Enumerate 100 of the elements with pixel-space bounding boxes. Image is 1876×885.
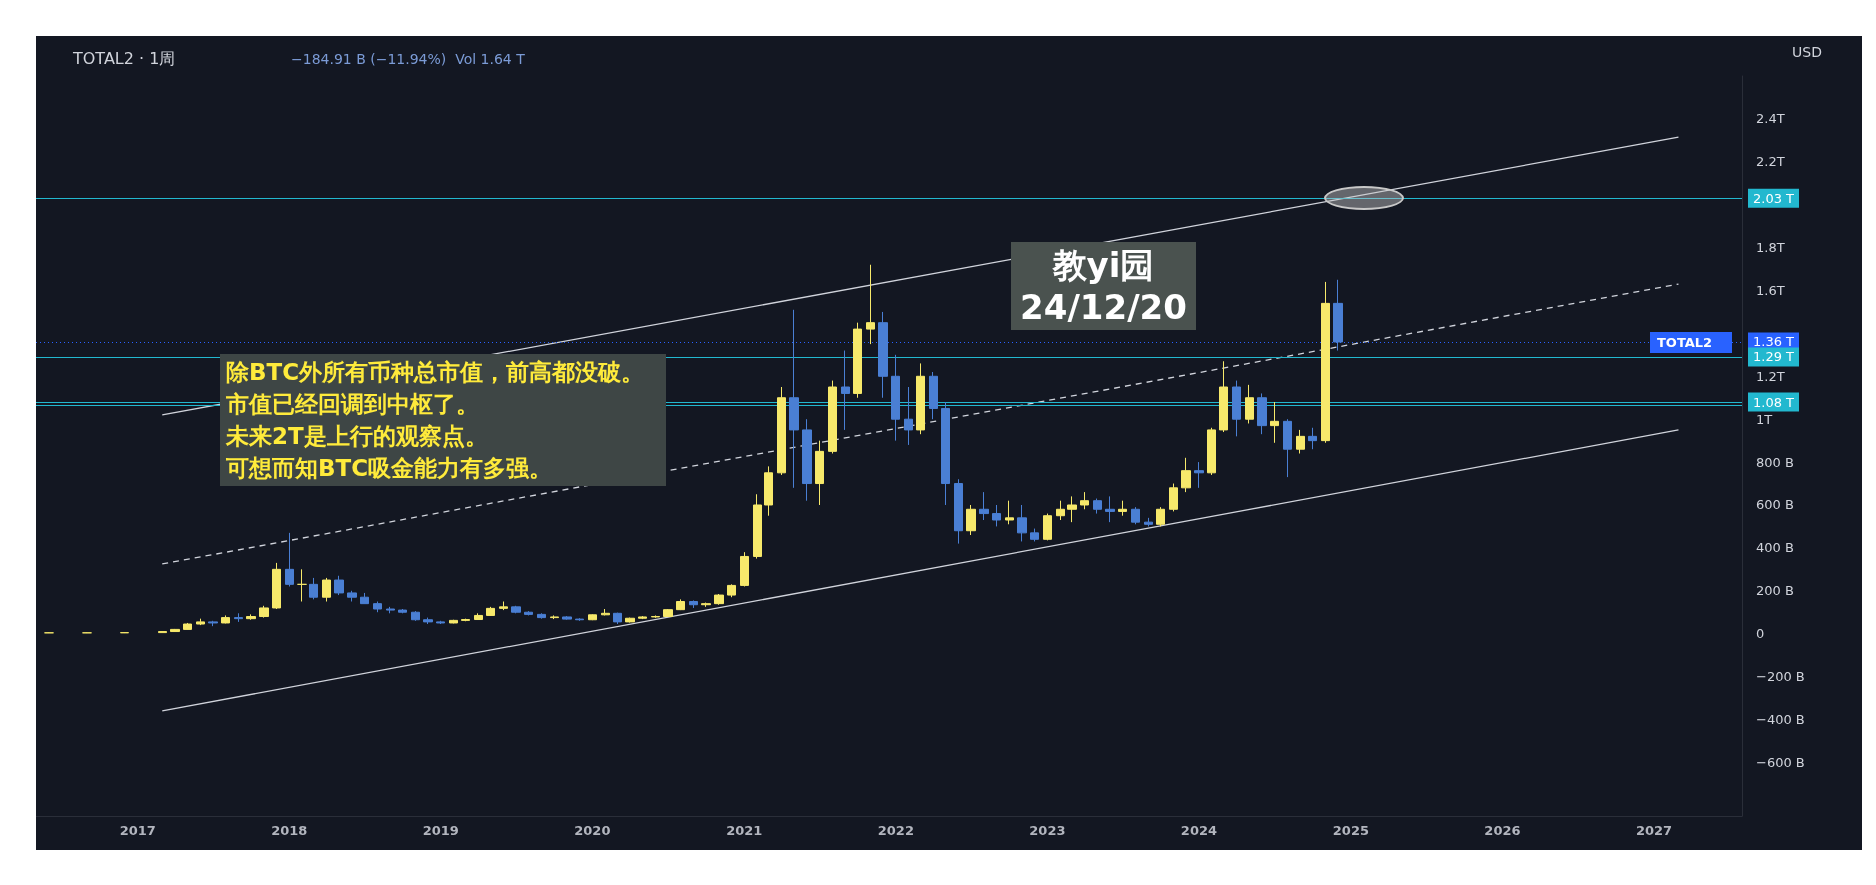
x-tick-label: 2018 [271, 823, 308, 838]
candlestick [537, 612, 546, 620]
candlestick [638, 615, 647, 620]
x-tick-label: 2027 [1635, 823, 1673, 838]
candlestick [562, 615, 572, 621]
y-tick-label: 2.2T [1756, 154, 1785, 170]
candlestick [272, 562, 281, 610]
candlestick [411, 610, 420, 622]
y-tick-label: −600 B [1756, 754, 1805, 770]
candlestick [601, 608, 610, 616]
candlestick [575, 617, 584, 622]
candlestick [676, 598, 685, 611]
candlestick [246, 613, 256, 621]
candlestick [170, 628, 180, 633]
candlestick [727, 583, 736, 598]
annotation: 可想而知BTC吸金能力有多强。 [226, 454, 553, 483]
annotation: 未来2T是上行的观察点。 [226, 422, 488, 451]
candlestick [461, 618, 470, 622]
candlestick [841, 350, 850, 431]
candlestick [1131, 506, 1140, 525]
candlestick [373, 601, 382, 613]
candlestick [1245, 384, 1254, 424]
candlestick [1105, 495, 1115, 523]
candlestick [891, 354, 900, 442]
candlestick [1005, 500, 1014, 525]
candlestick [334, 575, 344, 596]
candlestick [524, 610, 533, 616]
chart-title: TOTAL2 · 1周 [72, 48, 176, 68]
x-tick-label: 2026 [1484, 823, 1521, 838]
y-tick-label: 1.6T [1756, 282, 1785, 298]
candlestick [689, 599, 698, 609]
candlestick [828, 380, 837, 455]
annotation: 市值已经回调到中枢了。 [226, 390, 479, 419]
x-tick-label: 2021 [726, 823, 763, 838]
candlestick [853, 322, 862, 399]
candlestick [802, 418, 812, 502]
y-tick-label: 800 B [1756, 454, 1794, 470]
candlestick [753, 493, 762, 560]
candlestick [1257, 392, 1267, 435]
candlestick [309, 577, 318, 600]
candlestick [1118, 500, 1127, 517]
candlestick [1194, 461, 1204, 489]
candlestick [1219, 360, 1228, 433]
candlestick [966, 504, 976, 536]
candlestick [360, 592, 369, 605]
candlestick [1169, 483, 1178, 512]
candlestick [625, 617, 635, 624]
candlestick [1296, 429, 1305, 455]
candlestick [789, 309, 799, 489]
candlestick [436, 620, 445, 625]
candlestick [1308, 427, 1317, 450]
candlestick [1181, 457, 1191, 493]
candlestick [866, 264, 875, 345]
candlestick [499, 601, 508, 611]
candlestick [904, 386, 913, 446]
candlestick [1030, 528, 1039, 542]
x-tick-label: 2023 [1029, 823, 1066, 838]
candlestick [740, 551, 749, 587]
ref-line-label: 2.03 T [1753, 190, 1795, 206]
x-tick-label: 2020 [574, 823, 611, 838]
candlestick [613, 612, 622, 625]
candlestick [941, 401, 950, 506]
x-tick-label: 2017 [119, 823, 156, 838]
chart-subtitle: −184.91 B (−11.94%) Vol 1.64 T [291, 51, 526, 67]
candlestick [979, 491, 989, 521]
ref-line-label: 1.08 T [1753, 394, 1795, 410]
candlestick [916, 362, 925, 435]
y-tick-label: −200 B [1756, 669, 1805, 685]
candlestick [878, 311, 888, 399]
candlestick [815, 440, 824, 506]
candlestick [285, 532, 294, 587]
ref-line-label: 1.36 T [1753, 334, 1795, 350]
x-tick-label: 2019 [422, 823, 459, 838]
candlestick [221, 614, 230, 624]
candlestick [1017, 504, 1027, 542]
y-tick-label: 0 [1756, 626, 1765, 642]
ref-line-label: 1.29 T [1753, 349, 1795, 365]
candlestick [1056, 500, 1065, 521]
candlestick [1321, 281, 1330, 444]
candlestick [954, 478, 963, 545]
y-tick-label: 2.4T [1756, 111, 1785, 127]
x-tick-label: 2022 [877, 823, 914, 838]
candlestick [1207, 427, 1216, 476]
candlestick [1144, 517, 1153, 527]
candlestick [449, 619, 458, 624]
annotation: 除BTC外所有币种总市值，前高都没破。 [226, 358, 645, 387]
y-tick-label: 1T [1756, 411, 1773, 427]
candlestick [208, 620, 218, 627]
candlestick [297, 568, 307, 603]
candlestick [1333, 279, 1343, 352]
candlestick [1067, 495, 1077, 523]
candlestick [120, 631, 129, 634]
candlestick [1283, 418, 1292, 478]
candlestick [777, 386, 786, 476]
candlestick [1093, 498, 1102, 515]
candlestick [158, 630, 167, 634]
candlestick [701, 602, 711, 608]
candlestick [511, 605, 521, 614]
y-tick-label: 1.2T [1756, 368, 1785, 384]
text: USD [1792, 44, 1822, 60]
